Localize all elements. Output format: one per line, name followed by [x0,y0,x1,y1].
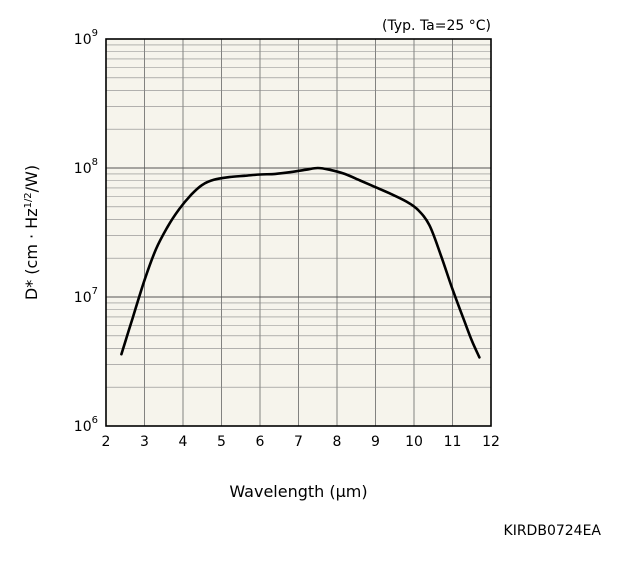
y-tick-exp: 8 [92,157,98,168]
y-tick-exp: 7 [92,286,98,297]
y-axis-title-sup: 1/2 [23,192,34,208]
y-tick-base: 10 [74,419,92,435]
y-axis-title-suffix: /W) [22,165,41,192]
y-tick-base: 10 [74,290,92,306]
x-tick-labels: 2 3 4 5 6 7 8 9 10 11 12 [102,434,500,450]
x-tick-label: 9 [371,434,380,450]
conditions-note: (Typ. Ta=25 °C) [382,18,491,34]
x-tick-label: 4 [179,434,188,450]
series-line [120,166,481,359]
y-axis-title-prefix: D* (cm · Hz [22,208,41,300]
x-tick-label: 6 [256,434,265,450]
y-tick-exp: 6 [92,415,98,426]
x-axis-title: Wavelength (μm) [229,482,367,501]
x-tick-label: 11 [444,434,462,450]
grid-lines [106,39,491,426]
y-tick-label: 107 [74,286,98,306]
plot-frame [105,38,492,427]
y-tick-base: 10 [74,161,92,177]
figure-code: KIRDB0724EA [503,523,601,539]
x-tick-label: 7 [294,434,303,450]
y-tick-base: 10 [74,32,92,48]
y-tick-label: 108 [74,157,98,177]
y-tick-exp: 9 [92,28,98,39]
y-axis-title: D* (cm · Hz1/2/W) [22,165,41,300]
x-tick-label: 10 [405,434,423,450]
y-tick-label: 109 [74,28,98,48]
x-tick-label: 5 [217,434,226,450]
x-tick-label: 3 [140,434,149,450]
y-tick-label: 106 [74,415,98,435]
x-tick-label: 8 [333,434,342,450]
x-tick-label: 12 [482,434,500,450]
x-tick-label: 2 [102,434,111,450]
